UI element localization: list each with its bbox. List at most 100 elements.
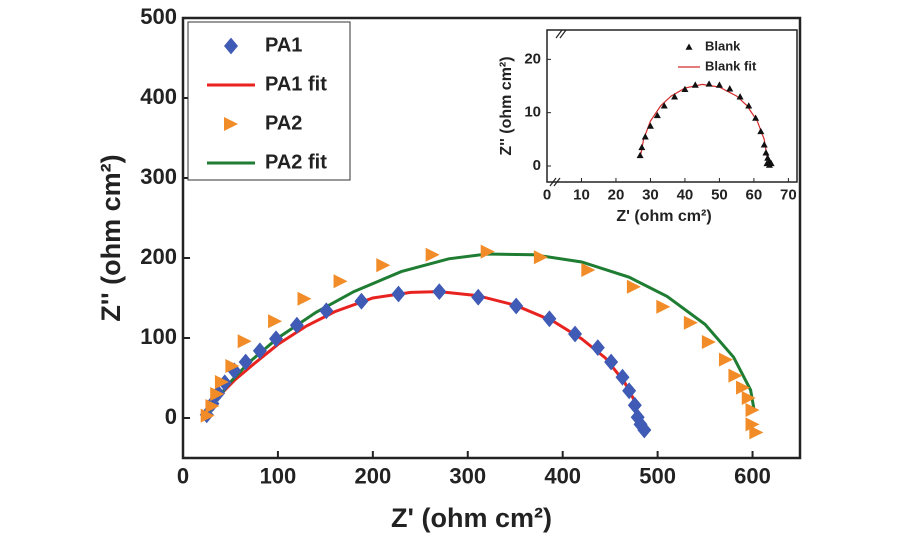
data-point [627, 396, 642, 414]
data-point [354, 292, 369, 310]
x-tick-label: 600 [734, 464, 771, 489]
data-point [626, 279, 641, 294]
data-point [762, 149, 770, 156]
data-point [752, 114, 760, 121]
legend-label: PA2 [265, 112, 302, 134]
data-point [542, 310, 557, 328]
data-point [237, 334, 252, 349]
data-point [757, 127, 765, 135]
data-point [745, 417, 760, 432]
x-axis-label: Z' (ohm cm²) [616, 208, 711, 225]
inset-plot-frame [546, 29, 798, 183]
y-tick-label: 0 [533, 157, 541, 174]
legend-label: Blank fit [705, 58, 757, 73]
x-tick-label: 0 [543, 186, 551, 203]
data-point [210, 387, 225, 401]
x-tick-label: 0 [177, 464, 189, 489]
data-point [568, 325, 583, 343]
legend-label: PA1 fit [265, 73, 327, 95]
y-tick-label: 100 [140, 324, 177, 349]
fit-line [639, 83, 769, 161]
data-point [653, 111, 661, 119]
data-point [691, 81, 699, 88]
y-tick-label: 0 [165, 404, 177, 429]
data-point [622, 382, 637, 400]
data-point [705, 80, 713, 87]
y-axis-label: Z'' (ohm cm²) [96, 154, 126, 321]
y-tick-label: 200 [140, 244, 177, 269]
data-point [726, 85, 734, 92]
data-point [604, 353, 619, 371]
data-point [319, 302, 334, 320]
main-plot-frame [181, 16, 802, 460]
x-tick-label: 200 [354, 464, 391, 489]
data-point [200, 408, 215, 423]
data-point [333, 274, 348, 289]
data-point [471, 288, 486, 306]
y-tick-label: 20 [524, 50, 541, 67]
x-axis-label: Z' (ohm cm²) [391, 503, 552, 533]
data-point [701, 335, 716, 349]
x-tick-label: 30 [642, 186, 659, 203]
data-point [763, 159, 771, 167]
y-tick-label: 500 [140, 4, 177, 29]
data-point [641, 133, 649, 140]
data-point [681, 85, 689, 92]
legend-marker [224, 37, 238, 55]
data-point [480, 244, 495, 259]
data-point [736, 380, 751, 395]
data-point [214, 375, 229, 389]
data-point [391, 285, 406, 303]
data-point [268, 314, 283, 329]
x-tick-label: 70 [780, 186, 797, 203]
x-tick-label: 50 [711, 186, 728, 203]
x-tick-label: 20 [608, 186, 625, 203]
data-point [581, 263, 596, 277]
data-point [297, 291, 312, 306]
data-point [225, 359, 240, 373]
legend-label: PA1 [265, 34, 302, 56]
data-point [238, 353, 253, 371]
data-point [715, 81, 723, 88]
data-point [638, 143, 646, 151]
legend-box [187, 21, 351, 181]
y-axis-label: Z'' (ohm cm²) [498, 56, 515, 155]
data-point [205, 399, 220, 413]
x-tick-label: 40 [677, 186, 694, 203]
x-tick-label: 60 [746, 186, 763, 203]
x-tick-label: 400 [544, 464, 581, 489]
x-tick-label: 300 [449, 464, 486, 489]
data-point [728, 368, 743, 383]
data-point [741, 391, 756, 405]
data-point [656, 299, 671, 314]
y-tick-label: 300 [140, 164, 177, 189]
data-point [760, 141, 768, 148]
legend-marker [224, 117, 238, 131]
data-point [615, 368, 630, 386]
x-tick-label: 10 [573, 186, 590, 203]
data-point [376, 258, 391, 273]
data-point [660, 102, 668, 109]
y-tick-label: 400 [140, 84, 177, 109]
x-tick-label: 500 [639, 464, 676, 489]
data-point [533, 250, 548, 265]
legend-label: PA2 fit [265, 151, 327, 173]
data-point [745, 102, 753, 109]
data-point [252, 342, 267, 360]
data-point [736, 93, 744, 100]
axis-break-marks [549, 29, 567, 187]
fit-line [204, 290, 640, 419]
data-point [745, 403, 760, 417]
x-tick-label: 100 [260, 464, 297, 489]
data-point [590, 339, 605, 356]
legend-label: Blank [705, 38, 741, 53]
y-tick-label: 10 [524, 104, 541, 121]
data-point [289, 316, 304, 334]
data-point [425, 247, 440, 262]
data-point [432, 283, 447, 300]
data-point [509, 297, 524, 315]
legend-marker [685, 43, 693, 50]
data-point [636, 151, 644, 159]
data-point [646, 122, 654, 129]
